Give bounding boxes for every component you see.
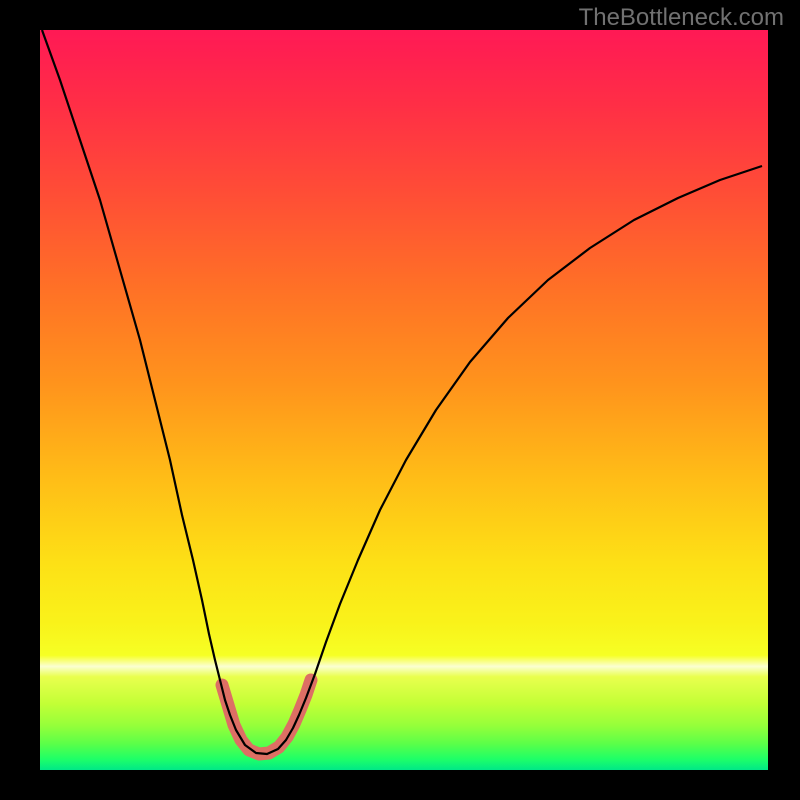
outer-frame: TheBottleneck.com — [0, 0, 800, 800]
plot-background — [40, 30, 768, 770]
watermark-text: TheBottleneck.com — [579, 4, 784, 32]
chart-svg — [0, 0, 800, 800]
